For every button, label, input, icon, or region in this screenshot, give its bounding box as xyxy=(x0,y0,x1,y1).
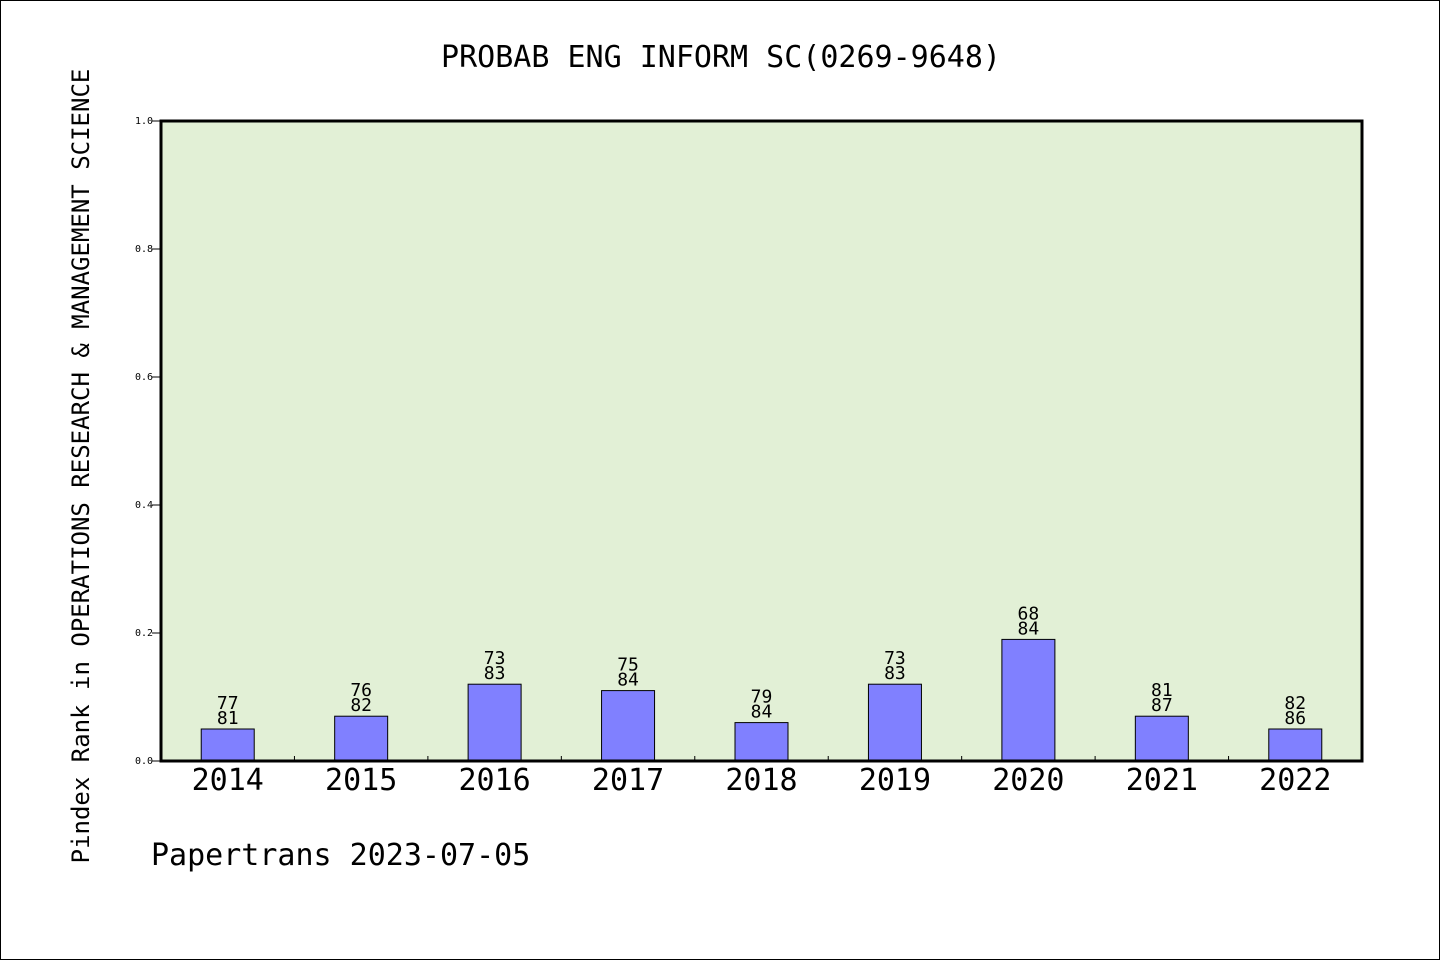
x-tick-label: 2014 xyxy=(192,763,264,798)
y-tick-label: 0.0 xyxy=(135,756,153,767)
x-tick-label: 2020 xyxy=(992,763,1064,798)
bar xyxy=(734,722,789,762)
total-label: 86 xyxy=(1284,708,1306,729)
footer-credit: Papertrans 2023-07-05 xyxy=(151,838,530,873)
bar xyxy=(1001,638,1056,762)
rank-label: 77 xyxy=(217,693,239,714)
plot-area xyxy=(161,121,1362,761)
total-label: 84 xyxy=(1018,618,1040,639)
y-tick-label: 0.6 xyxy=(135,372,153,383)
rank-label: 81 xyxy=(1151,680,1173,701)
total-label: 84 xyxy=(617,670,639,691)
rank-label: 79 xyxy=(751,687,773,708)
total-label: 84 xyxy=(751,702,773,723)
rank-label: 73 xyxy=(484,648,506,669)
total-label: 83 xyxy=(484,663,506,684)
bar xyxy=(867,683,922,762)
rank-label: 73 xyxy=(884,648,906,669)
total-label: 87 xyxy=(1151,695,1173,716)
x-tick-label: 2022 xyxy=(1259,763,1331,798)
x-tick-label: 2018 xyxy=(725,763,797,798)
bar-series xyxy=(200,638,1323,762)
chart-title: PROBAB ENG INFORM SC(0269-9648) xyxy=(441,40,1001,75)
rank-label: 82 xyxy=(1284,693,1306,714)
x-tick-label: 2021 xyxy=(1126,763,1198,798)
x-tick-label: 2017 xyxy=(592,763,664,798)
total-label: 82 xyxy=(350,695,372,716)
total-label: 81 xyxy=(217,708,239,729)
x-axis-ticks: 2014 2015 2016 2017 2018 2019 2020 2021 2022 xyxy=(192,756,1331,798)
y-axis-ticks: 0.0 0.2 0.4 0.6 0.8 1.0 xyxy=(135,116,161,767)
rank-label: 76 xyxy=(350,680,372,701)
y-axis-label: Pindex Rank in OPERATIONS RESEARCH & MAN… xyxy=(67,69,95,864)
y-tick-label: 0.2 xyxy=(135,628,153,639)
bar xyxy=(601,690,656,762)
x-tick-label: 2015 xyxy=(325,763,397,798)
plot-border xyxy=(159,119,1364,763)
y-tick-label: 0.4 xyxy=(135,500,153,511)
bar xyxy=(467,683,522,762)
bar xyxy=(334,715,389,762)
x-tick-label: 2019 xyxy=(859,763,931,798)
y-tick-label: 0.8 xyxy=(135,244,153,255)
total-label: 83 xyxy=(884,663,906,684)
bar xyxy=(200,728,255,762)
rank-label: 68 xyxy=(1018,603,1040,624)
bar xyxy=(1268,728,1323,762)
y-tick-label: 1.0 xyxy=(135,116,153,127)
bar xyxy=(1134,715,1189,762)
rank-label: 75 xyxy=(617,655,639,676)
x-tick-label: 2016 xyxy=(458,763,530,798)
